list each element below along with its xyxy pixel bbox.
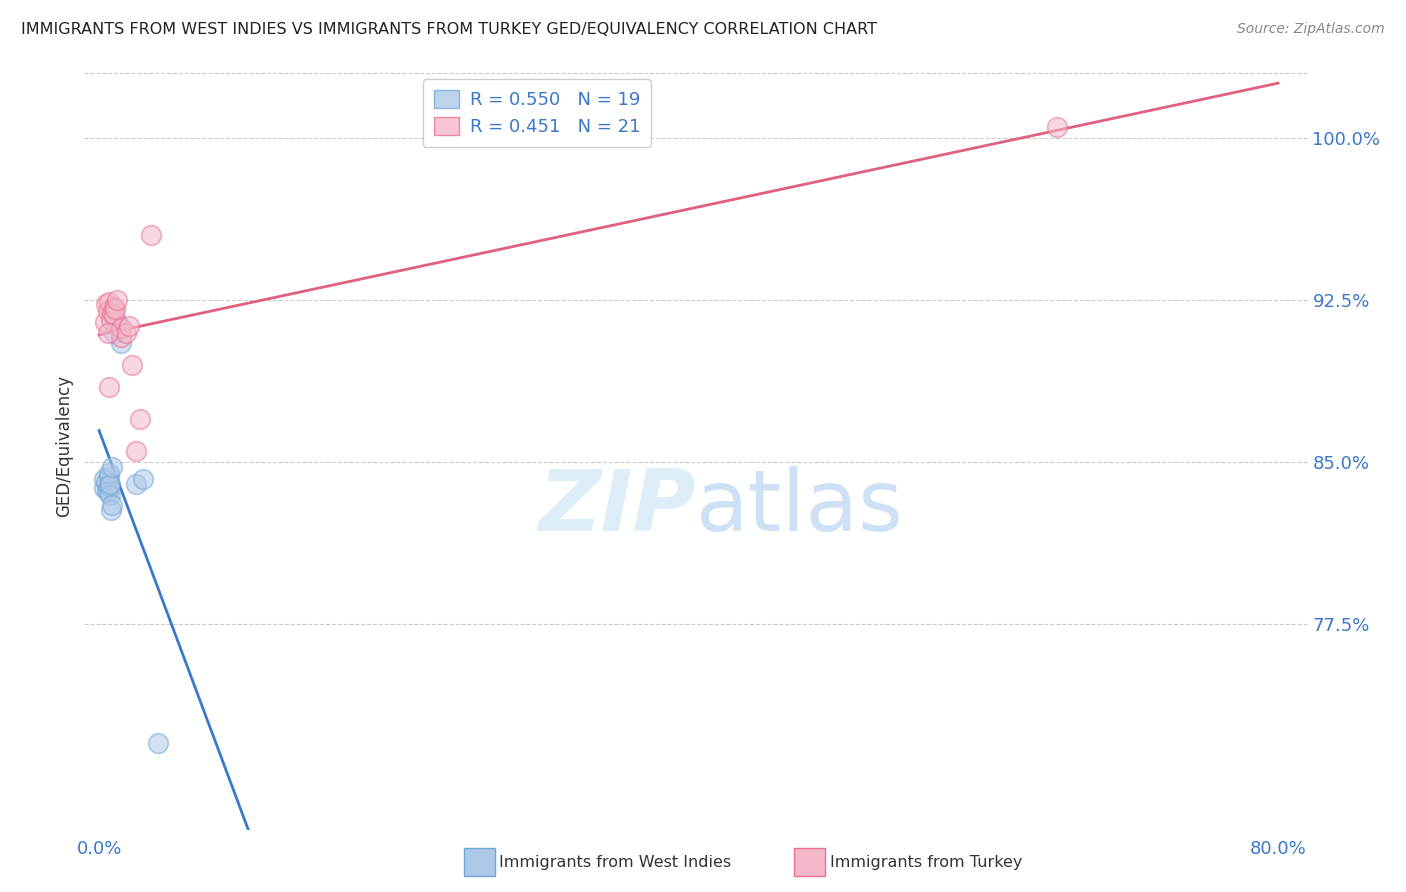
Point	[98, 379, 121, 393]
Point	[125, 476, 148, 491]
Y-axis label: GED/Equivalency: GED/Equivalency	[55, 375, 73, 517]
Point	[129, 412, 152, 426]
Point	[98, 295, 121, 310]
Point	[96, 297, 118, 311]
Point	[114, 326, 136, 340]
Text: ZIP: ZIP	[538, 466, 696, 549]
Point	[100, 312, 122, 326]
Point	[103, 308, 125, 322]
Point	[110, 336, 132, 351]
Point	[98, 479, 121, 493]
Point	[101, 306, 124, 320]
Text: Immigrants from West Indies: Immigrants from West Indies	[499, 855, 731, 870]
Point	[97, 485, 120, 500]
Point	[110, 321, 132, 335]
Point	[101, 459, 124, 474]
Point	[121, 358, 143, 372]
Point	[98, 476, 121, 491]
Point	[132, 473, 155, 487]
Point	[98, 466, 121, 480]
Text: Immigrants from Turkey: Immigrants from Turkey	[830, 855, 1022, 870]
Point	[97, 470, 120, 484]
Point	[104, 301, 127, 316]
Legend: R = 0.550   N = 19, R = 0.451   N = 21: R = 0.550 N = 19, R = 0.451 N = 21	[423, 79, 651, 146]
Text: IMMIGRANTS FROM WEST INDIES VS IMMIGRANTS FROM TURKEY GED/EQUIVALENCY CORRELATIO: IMMIGRANTS FROM WEST INDIES VS IMMIGRANT…	[21, 22, 877, 37]
Point	[100, 499, 122, 513]
Text: atlas: atlas	[696, 466, 904, 549]
Point	[103, 300, 125, 314]
Point	[97, 304, 120, 318]
Point	[96, 475, 118, 489]
Point	[97, 326, 120, 340]
Text: Source: ZipAtlas.com: Source: ZipAtlas.com	[1237, 22, 1385, 37]
Point	[100, 502, 122, 516]
Point	[98, 488, 121, 502]
Point	[96, 483, 118, 498]
Point	[117, 319, 139, 334]
Point	[105, 315, 128, 329]
Point	[125, 444, 148, 458]
Point	[93, 481, 115, 495]
Point	[146, 736, 169, 750]
Point	[110, 330, 132, 344]
Point	[139, 228, 162, 243]
Point	[93, 473, 115, 487]
Point	[1046, 120, 1069, 135]
Point	[94, 315, 117, 329]
Point	[103, 326, 125, 340]
Point	[105, 293, 128, 307]
